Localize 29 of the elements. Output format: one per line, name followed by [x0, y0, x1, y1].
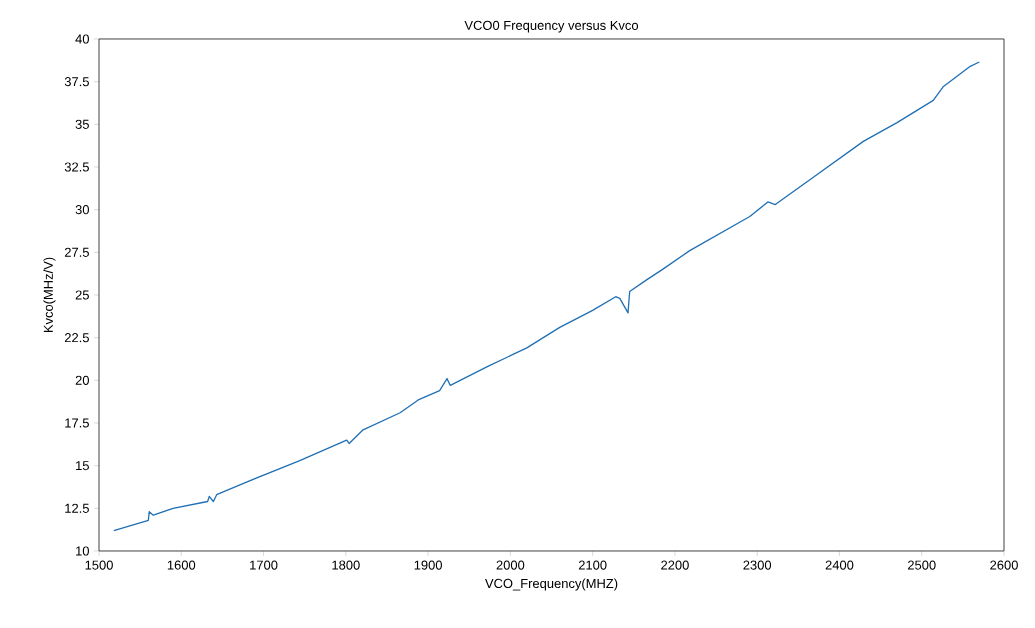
y-tick-label: 17.5: [65, 418, 89, 428]
x-tick-label: 1700: [250, 560, 278, 570]
y-tick-label: 37.5: [64, 77, 89, 87]
x-tick-label: 2600: [990, 560, 1018, 570]
y-tick-label: 35: [75, 119, 89, 129]
y-tick-label: 30: [75, 205, 89, 215]
x-axis-title: VCO_Frequency(MHZ): [485, 578, 618, 591]
y-tick-label: 25: [75, 290, 89, 300]
y-tick-label: 20: [75, 375, 89, 385]
x-tick-label: 2400: [825, 560, 854, 570]
y-axis-title: Kvco(MHz/V): [43, 257, 56, 333]
y-tick-label: 10: [76, 546, 89, 556]
x-tick-label: 2200: [661, 560, 689, 570]
y-tick-label: 40: [75, 34, 89, 44]
x-tick-label: 1800: [332, 560, 360, 570]
y-tick-label: 22.5: [64, 333, 89, 343]
x-tick-label: 2500: [907, 560, 936, 570]
x-tick-label: 2000: [496, 560, 525, 570]
x-tick-label: 1900: [414, 560, 442, 570]
x-tick-label: 1500: [85, 560, 113, 570]
chart-title: VCO0 Frequency versus Kvco: [464, 20, 639, 33]
x-tick-label: 2300: [743, 560, 772, 570]
x-tick-label: 1600: [167, 560, 196, 570]
y-tick-label: 27.5: [64, 247, 89, 257]
y-tick-label: 12.5: [65, 503, 89, 513]
x-tick-label: 2100: [578, 560, 607, 570]
y-tick-label: 32.5: [64, 162, 89, 172]
line-series: [113, 61, 980, 532]
y-tick-label: 15: [76, 461, 89, 471]
